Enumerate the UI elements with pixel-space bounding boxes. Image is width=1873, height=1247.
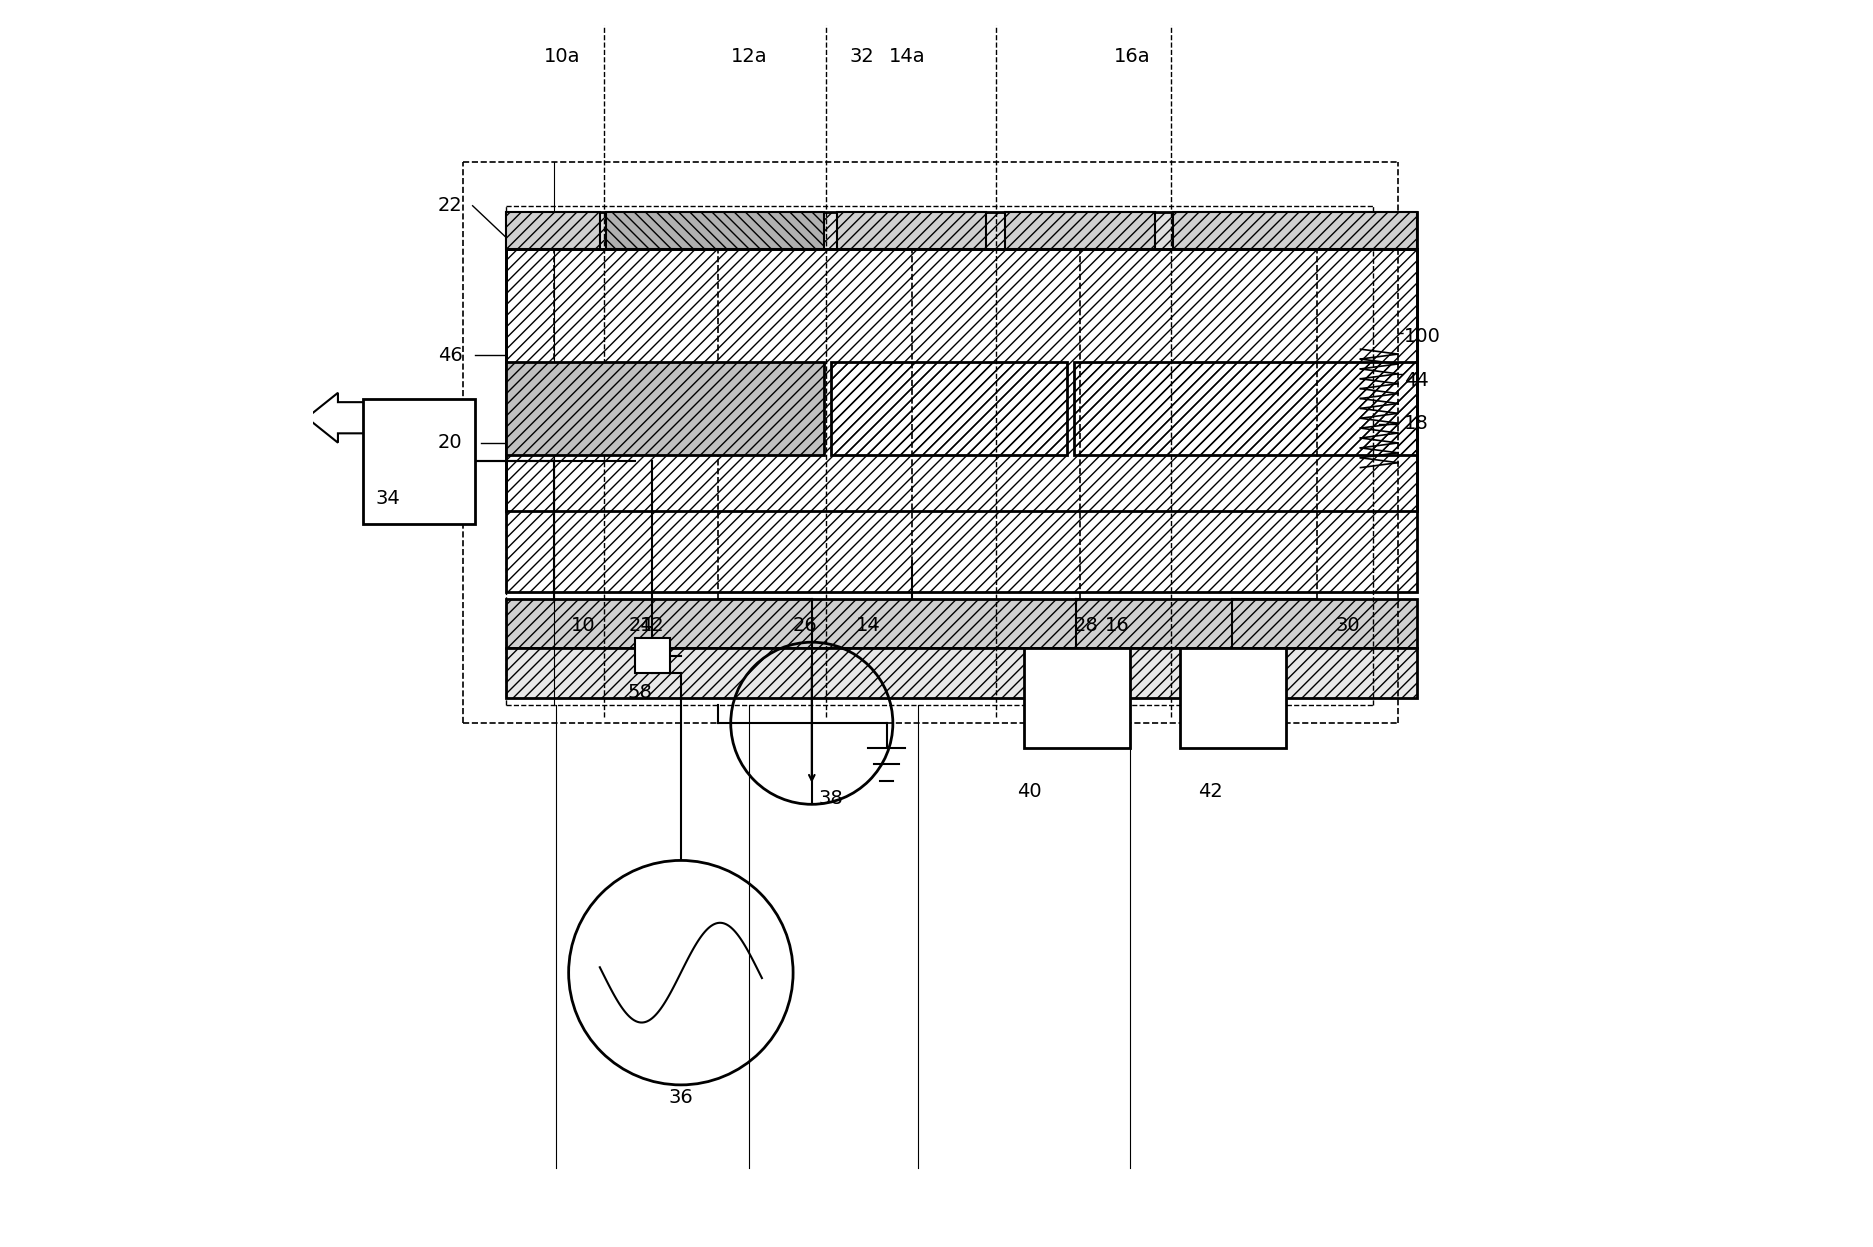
Text: 16: 16 bbox=[1105, 616, 1129, 636]
Text: 34: 34 bbox=[375, 489, 401, 509]
Text: 22: 22 bbox=[438, 196, 463, 216]
Text: 26: 26 bbox=[792, 616, 819, 636]
Text: 16a: 16a bbox=[1114, 46, 1150, 66]
Text: 40: 40 bbox=[1017, 782, 1041, 802]
Text: 28: 28 bbox=[1073, 616, 1098, 636]
Text: 20: 20 bbox=[438, 433, 463, 453]
Text: 14: 14 bbox=[856, 616, 880, 636]
Bar bbox=[506, 249, 1416, 511]
Text: 32: 32 bbox=[848, 46, 875, 66]
Bar bbox=[506, 362, 824, 455]
Text: 10: 10 bbox=[571, 616, 596, 636]
Bar bbox=[607, 212, 824, 249]
Text: 36: 36 bbox=[669, 1087, 693, 1107]
Text: 38: 38 bbox=[819, 788, 843, 808]
Bar bbox=[1180, 648, 1285, 748]
Text: 12a: 12a bbox=[730, 46, 768, 66]
Text: 30: 30 bbox=[1335, 616, 1360, 636]
Bar bbox=[506, 648, 1416, 698]
Text: 42: 42 bbox=[1199, 782, 1223, 802]
Text: 100: 100 bbox=[1405, 327, 1440, 347]
Bar bbox=[363, 399, 476, 524]
Bar bbox=[1025, 648, 1129, 748]
Bar bbox=[635, 638, 671, 673]
Text: 46: 46 bbox=[438, 345, 463, 365]
Text: 12: 12 bbox=[641, 616, 665, 636]
Bar bbox=[506, 212, 599, 249]
Bar bbox=[506, 599, 1416, 648]
Bar bbox=[506, 249, 1416, 592]
Bar bbox=[830, 362, 1068, 455]
Bar bbox=[837, 212, 987, 249]
Text: 24: 24 bbox=[629, 616, 654, 636]
Bar bbox=[506, 212, 1416, 249]
Text: 14a: 14a bbox=[890, 46, 925, 66]
Text: 18: 18 bbox=[1405, 414, 1429, 434]
Bar bbox=[1006, 212, 1156, 249]
Text: 58: 58 bbox=[627, 682, 652, 702]
Text: 44: 44 bbox=[1405, 370, 1429, 390]
Text: 10a: 10a bbox=[543, 46, 581, 66]
Bar bbox=[1172, 212, 1416, 249]
Bar bbox=[1073, 362, 1416, 455]
